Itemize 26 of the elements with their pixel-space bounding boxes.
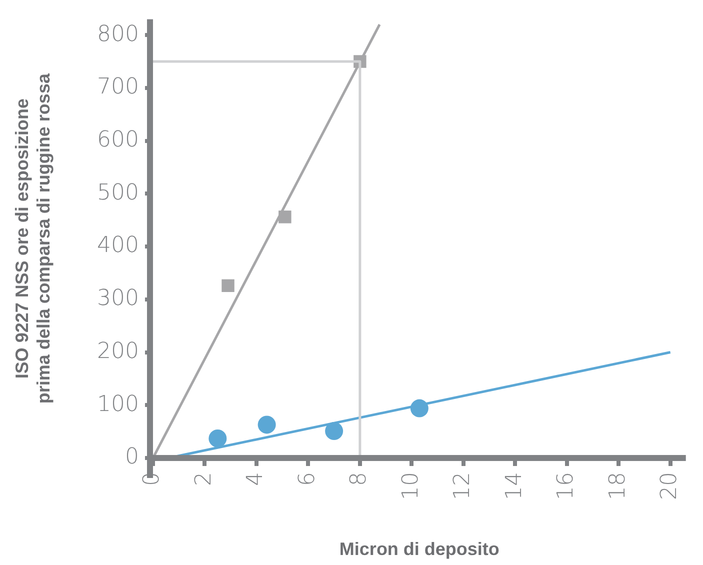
y-tick-label: 500 xyxy=(97,180,139,206)
y-tick-label: 400 xyxy=(97,233,139,258)
x-tick-label: 4 xyxy=(243,472,268,486)
x-tick-label: 2 xyxy=(191,472,216,486)
point xyxy=(258,416,276,434)
point xyxy=(222,279,234,292)
y-tick-label: 100 xyxy=(97,392,139,417)
y-tick-label: 600 xyxy=(97,128,139,153)
x-tick-label: 8 xyxy=(346,472,372,486)
x-tick-label: 12 xyxy=(450,472,476,500)
x-axis-title: Micron di deposito xyxy=(339,539,500,560)
x-tick-label: 10 xyxy=(398,472,424,500)
y-tick-label: 300 xyxy=(97,286,139,312)
y-tick-label: 0 xyxy=(125,444,139,470)
point xyxy=(208,429,227,448)
point xyxy=(278,210,292,224)
x-tick-label: 18 xyxy=(605,472,630,500)
y-tick-label: 700 xyxy=(97,74,139,100)
y-tick-label: 200 xyxy=(97,338,139,364)
x-tick-label: 16 xyxy=(554,472,579,500)
y-tick-label: 800 xyxy=(97,22,139,47)
point xyxy=(325,422,344,440)
x-tick-label: 6 xyxy=(294,472,320,486)
x-tick-label: 14 xyxy=(502,472,527,500)
y-axis-title: ISO 9227 NSS ore di esposizione prima della comparsa di ruggine rossa xyxy=(12,72,54,404)
x-tick-label: 20 xyxy=(657,472,682,500)
